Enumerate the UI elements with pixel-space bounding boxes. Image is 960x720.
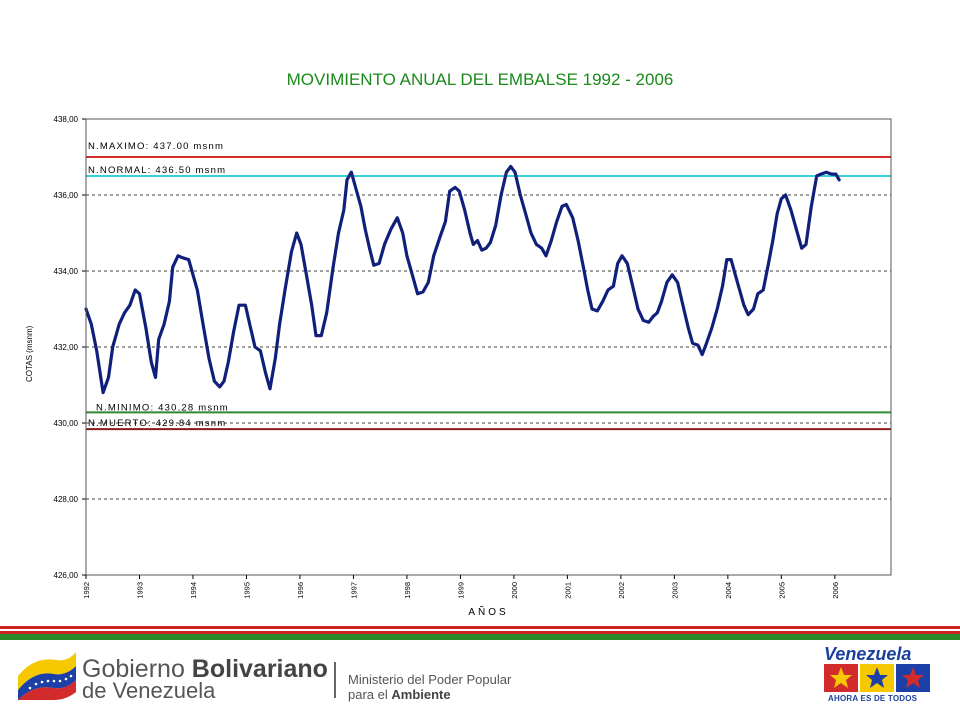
x-axis-label: AÑOS xyxy=(468,605,508,618)
reference-line-label: N.MUERTO: 429.84 msnm xyxy=(88,418,226,429)
series-layer xyxy=(84,164,841,395)
x-tick-label: 2005 xyxy=(777,582,786,599)
reservoir-level-chart: N.MAXIMO: 437.00 msnm N.NORMAL: 436.50 ms… xyxy=(25,115,892,618)
footer-banner xyxy=(0,640,960,720)
government-name-line1: Gobierno Bolivariano xyxy=(82,655,328,683)
x-tick-label: 2006 xyxy=(831,582,840,599)
y-tick-label: 432,00 xyxy=(54,343,79,352)
footer-stripe-red-top xyxy=(0,626,960,629)
y-tick-label: 434,00 xyxy=(54,267,79,276)
series-line xyxy=(84,164,841,395)
y-tick-label: 430,00 xyxy=(54,419,79,428)
venezuela-flag-icon xyxy=(18,652,76,700)
footer-stripe-green xyxy=(0,634,960,640)
chart-title: MOVIMIENTO ANUAL DEL EMBALSE 1992 - 2006 xyxy=(286,70,674,89)
x-tick-label: 2003 xyxy=(670,582,679,599)
reference-line-label: N.MAXIMO: 437.00 msnm xyxy=(88,141,224,152)
venezuela-slogan: AHORA ES DE TODOS xyxy=(828,694,918,703)
footer-stripe-gap xyxy=(0,629,960,631)
x-tick-label: 2000 xyxy=(510,582,519,599)
venezuela-brand-word: Venezuela xyxy=(824,644,912,664)
venezuela-stars-logo-icon xyxy=(824,664,930,692)
x-tick-label: 1992 xyxy=(82,582,91,599)
x-tick-label: 1993 xyxy=(135,582,144,599)
x-tick-label: 2002 xyxy=(617,582,626,599)
x-tick-label: 1994 xyxy=(189,582,198,599)
y-tick-label: 426,00 xyxy=(54,571,79,580)
x-tick-label: 1996 xyxy=(296,582,305,599)
footer-stripe-red xyxy=(0,631,960,634)
y-tick-label: 428,00 xyxy=(54,495,79,504)
y-tick-label: 438,00 xyxy=(54,115,79,124)
x-tick-label: 2004 xyxy=(724,582,733,599)
plot-frame xyxy=(85,118,892,576)
axis-layer: 426,00 428,00 430,00 432,00 434,00 436,00 438,… xyxy=(54,115,892,599)
reference-line-label: N.NORMAL: 436.50 msnm xyxy=(88,165,226,176)
reference-lines-layer: N.MAXIMO: 437.00 msnm N.NORMAL: 436.50 ms… xyxy=(86,141,891,431)
ministry-name-line1: Ministerio del Poder Popular xyxy=(348,672,512,687)
x-tick-label: 1998 xyxy=(403,582,412,599)
x-tick-label: 1999 xyxy=(456,582,465,599)
footer-divider xyxy=(334,662,336,698)
y-tick-label: 436,00 xyxy=(54,191,79,200)
ministry-name-line2: para el Ambiente xyxy=(348,687,451,702)
x-tick-label: 1995 xyxy=(242,582,251,599)
x-tick-label: 2001 xyxy=(563,582,572,599)
government-name-line2: de Venezuela xyxy=(82,678,216,703)
x-tick-label: 1997 xyxy=(349,582,358,599)
reference-line-label: N.MINIMO: 430.28 msnm xyxy=(96,402,229,413)
y-axis-label: COTAS (msnm) xyxy=(25,325,34,382)
